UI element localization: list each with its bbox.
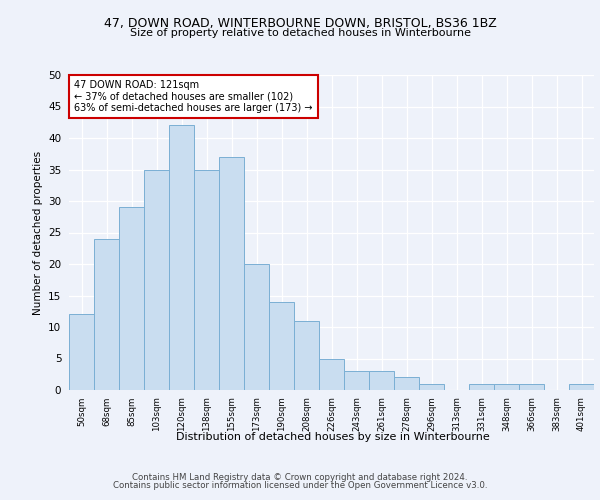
Bar (294, 320, 319, 390)
Bar (469, 384, 494, 390)
Text: Contains HM Land Registry data © Crown copyright and database right 2024.: Contains HM Land Registry data © Crown c… (132, 472, 468, 482)
Bar (369, 371, 394, 390)
Text: 47, DOWN ROAD, WINTERBOURNE DOWN, BRISTOL, BS36 1BZ: 47, DOWN ROAD, WINTERBOURNE DOWN, BRISTO… (104, 18, 496, 30)
Text: Size of property relative to detached houses in Winterbourne: Size of property relative to detached ho… (130, 28, 470, 38)
Bar (69, 314, 94, 390)
Bar (319, 358, 344, 390)
Bar (194, 170, 219, 390)
Text: Contains public sector information licensed under the Open Government Licence v3: Contains public sector information licen… (113, 481, 487, 490)
Bar (94, 239, 119, 390)
Bar (344, 371, 369, 390)
Bar (269, 302, 294, 390)
Bar (394, 378, 419, 390)
Text: 47 DOWN ROAD: 121sqm
← 37% of detached houses are smaller (102)
63% of semi-deta: 47 DOWN ROAD: 121sqm ← 37% of detached h… (74, 80, 313, 113)
Bar (519, 384, 544, 390)
Y-axis label: Number of detached properties: Number of detached properties (32, 150, 43, 314)
Bar (419, 384, 444, 390)
Bar (119, 208, 144, 390)
Bar (169, 126, 194, 390)
Text: Distribution of detached houses by size in Winterbourne: Distribution of detached houses by size … (176, 432, 490, 442)
Bar (494, 384, 519, 390)
Bar (569, 384, 594, 390)
Bar (144, 170, 169, 390)
Bar (244, 264, 269, 390)
Bar (219, 157, 244, 390)
